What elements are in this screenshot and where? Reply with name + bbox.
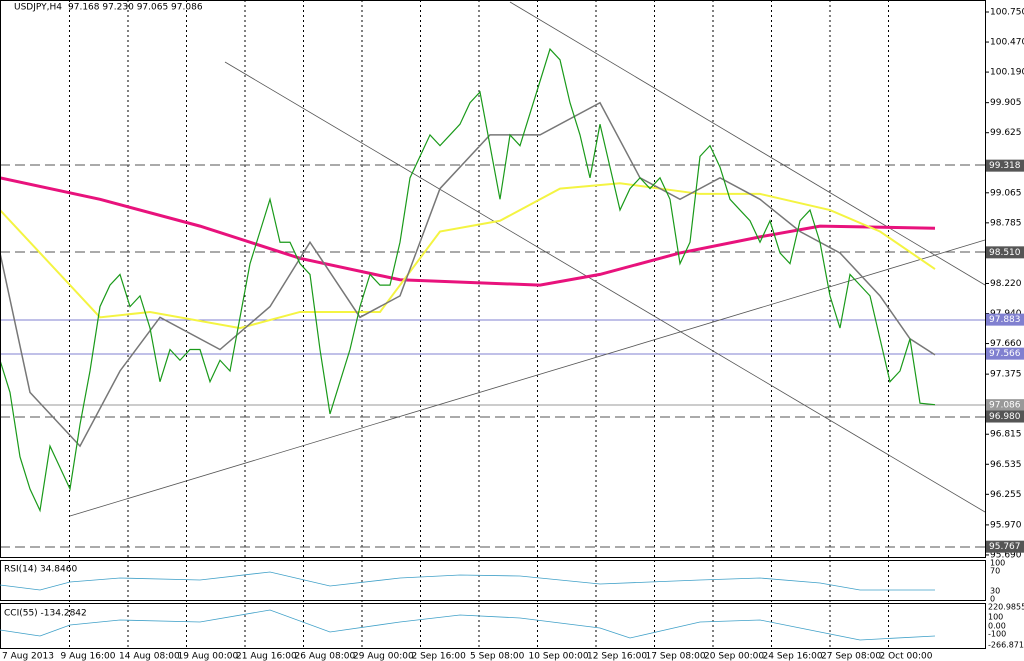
- time-label: 2 Oct 00:00: [880, 652, 933, 661]
- price-label: 99.905: [990, 98, 1022, 108]
- time-label: 5 Sep 08:00: [470, 652, 525, 661]
- cci-level: 220.9855: [988, 603, 1024, 612]
- ma-20: [0, 103, 935, 446]
- price-marker: [986, 313, 1024, 326]
- time-grid: [69, 0, 889, 650]
- rsi-label: RSI(14) 34.8460: [4, 565, 77, 575]
- price-label: 99.065: [990, 188, 1022, 198]
- time-label: 12 Sep 16:00: [587, 652, 647, 661]
- time-label: 26 Aug 08:00: [295, 652, 356, 661]
- price-label: 98.785: [990, 218, 1022, 228]
- trend-line: [69, 239, 986, 517]
- rsi-level: 100: [990, 559, 1005, 568]
- price-line: [0, 49, 935, 510]
- rsi-level: 30: [990, 587, 1000, 596]
- ma-200: [0, 178, 935, 285]
- time-label: 24 Sep 16:00: [763, 652, 823, 661]
- time-label: 14 Aug 08:00: [119, 652, 180, 661]
- cci-level: -100: [988, 630, 1006, 639]
- cci-level: 100: [988, 613, 1003, 622]
- time-label: 17 Sep 08:00: [646, 652, 706, 661]
- cci-label: CCI(55) -134.2842: [4, 609, 87, 619]
- price-plot: [0, 49, 935, 510]
- trend-line: [224, 61, 986, 513]
- symbol: USDJPY,H4: [14, 3, 62, 13]
- price-label: 95.970: [990, 520, 1022, 530]
- rsi-level: 0: [990, 595, 995, 604]
- price-label: 95.690: [990, 550, 1022, 560]
- price-label: 97.660: [990, 339, 1022, 349]
- price-label: 96.815: [990, 430, 1022, 440]
- price-marker: [986, 159, 1024, 172]
- price-marker: [986, 540, 1024, 553]
- price-marker-label: 97.883: [989, 315, 1021, 325]
- ohlc: 97.168 97.230 97.065 97.086: [68, 3, 203, 13]
- time-label: 27 Sep 08:00: [821, 652, 881, 661]
- price-marker-label: 97.566: [989, 349, 1021, 359]
- trend-line: [509, 1, 986, 286]
- time-label: 9 Aug 16:00: [61, 652, 116, 661]
- cci-level: 0.00: [988, 622, 1006, 631]
- price-marker: [986, 410, 1024, 423]
- price-marker-label: 97.086: [989, 401, 1021, 411]
- rsi-line: [0, 571, 935, 591]
- cci-panel: [0, 603, 986, 649]
- time-label: 19 Aug 00:00: [178, 652, 239, 661]
- time-label: 2 Sep 16:00: [412, 652, 467, 661]
- cci-line: [0, 609, 936, 641]
- price-marker-label: 98.510: [989, 248, 1021, 258]
- price-marker: [986, 347, 1024, 360]
- price-label: 97.375: [990, 370, 1022, 380]
- cci-level: -266.8717: [988, 641, 1024, 650]
- price-label: 100.190: [990, 68, 1024, 78]
- price-label: 100.750: [990, 8, 1024, 18]
- price-marker-label: 96.980: [989, 412, 1021, 422]
- price-label: 96.535: [990, 460, 1022, 470]
- rsi-panel: [0, 560, 986, 601]
- main-panel: [0, 0, 986, 558]
- time-label: 29 Aug 00:00: [353, 652, 414, 661]
- trend-lines: [69, 1, 986, 517]
- price-label: 99.625: [990, 128, 1022, 138]
- price-marker: [986, 399, 1024, 412]
- time-label: 10 Sep 00:00: [529, 652, 589, 661]
- time-label: 20 Sep 00:00: [704, 652, 764, 661]
- panel-borders: [0, 0, 986, 649]
- axes: 100.750 100.470 100.190 99.905 99.625 99.065 9…: [2, 8, 1024, 661]
- price-label: 98.220: [990, 279, 1022, 289]
- time-label: 21 Aug 16:00: [236, 652, 297, 661]
- price-label: 100.470: [990, 38, 1024, 48]
- rsi-level: 70: [990, 567, 1000, 576]
- time-label: 7 Aug 2013: [2, 652, 54, 661]
- price-marker: [986, 246, 1024, 259]
- price-marker-label: 95.767: [989, 542, 1021, 552]
- price-marker-label: 99.318: [989, 161, 1021, 171]
- ma-100: [0, 183, 935, 328]
- price-label: 96.255: [990, 490, 1022, 500]
